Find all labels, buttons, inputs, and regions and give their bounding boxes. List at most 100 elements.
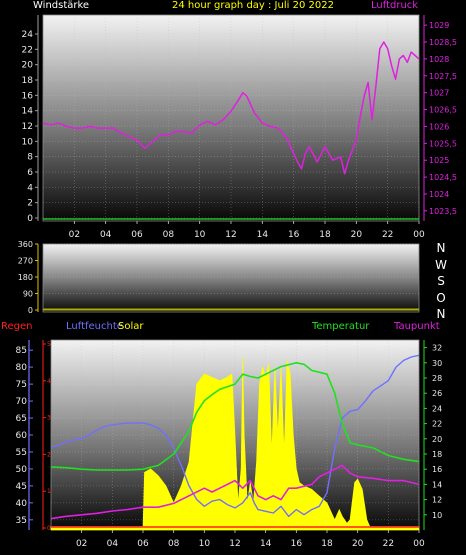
- luftdruck-tick-label: 1028: [429, 55, 449, 64]
- luftdruck-tick-label: 1029: [429, 21, 449, 30]
- luftfeuchte-tick-label: 65: [16, 414, 27, 424]
- luftdruck-label: Luftdruck: [371, 0, 419, 11]
- temperatur-tick-label: 12: [432, 496, 442, 505]
- windstaerke-tick-label: 2: [27, 199, 33, 209]
- windrichtung-tick-label: 270: [18, 257, 33, 266]
- panel3-xtick-label: 00: [413, 539, 425, 549]
- panel3-xtick-label: 22: [383, 539, 394, 549]
- panel1-xtick-label: 04: [100, 230, 112, 240]
- windrichtung-tick-label: 180: [18, 273, 33, 282]
- luftdruck-tick-label: 1026,5: [429, 106, 457, 115]
- luftdruck-tick-label: 1025: [429, 156, 449, 165]
- temperatur-line: [50, 362, 420, 471]
- windrichtung-tick-label: 360: [18, 240, 33, 249]
- luftfeuchte-tick-label: 85: [16, 346, 27, 356]
- windstaerke-tick-label: 22: [22, 45, 33, 55]
- panel3-xtick-label: 20: [352, 539, 364, 549]
- windrichtung-tick-label: 0: [28, 306, 33, 315]
- luftdruck-tick-label: 1027,5: [429, 72, 457, 81]
- temperatur-tick-label: 28: [432, 374, 442, 383]
- panel3-xtick-label: 14: [260, 539, 272, 549]
- windstaerke-tick-label: 20: [22, 61, 34, 71]
- luftdruck-tick-label: 1025,5: [429, 139, 457, 148]
- regen-tick-label: 4: [47, 378, 51, 385]
- panel1-xtick-label: 12: [225, 230, 236, 240]
- chart-title: 24 hour graph day : Juli 20 2022: [172, 0, 334, 11]
- temperatur-tick-label: 22: [432, 420, 442, 429]
- regen-tick-label: 1: [47, 488, 51, 495]
- panel3-xtick-label: 10: [199, 539, 211, 549]
- windstaerke-tick-label: 12: [22, 122, 33, 132]
- luftfeuchte-label: Luftfeuchte: [66, 321, 123, 332]
- windstaerke-tick-label: 24: [22, 30, 34, 40]
- panel1-xtick-label: 20: [351, 230, 363, 240]
- panel2-background: [43, 244, 419, 312]
- panel3-xtick-label: 06: [137, 539, 149, 549]
- windstaerke-tick-label: 8: [27, 153, 33, 163]
- regen-tick-label: 5: [47, 341, 51, 348]
- panel3-xtick-label: 04: [107, 539, 119, 549]
- panel3-xtick-label: 08: [168, 539, 180, 549]
- temperatur-tick-label: 26: [432, 389, 442, 398]
- luftdruck-tick-label: 1024,5: [429, 173, 457, 182]
- windstaerke-tick-label: 18: [22, 76, 34, 86]
- luftfeuchte-tick-label: 70: [16, 397, 28, 407]
- pressure-wind-panel: 0246810121416182022241023,510241024,5102…: [22, 14, 457, 240]
- luftfeuchte-tick-label: 60: [16, 431, 28, 441]
- panel1-xtick-label: 14: [257, 230, 269, 240]
- windstaerke-label: Windstärke: [33, 0, 90, 11]
- windstaerke-tick-label: 10: [22, 137, 34, 147]
- regen-tick-label: 3: [47, 415, 51, 422]
- luftfeuchte-tick-label: 45: [16, 482, 27, 492]
- temperatur-tick-label: 24: [432, 404, 442, 413]
- luftdruck-tick-label: 1026: [429, 122, 449, 131]
- luftdruck-line: [42, 41, 420, 175]
- panel1-xtick-label: 10: [194, 230, 206, 240]
- panel1-xtick-label: 00: [413, 230, 425, 240]
- luftfeuchte-tick-label: 35: [16, 516, 27, 526]
- regen-tick-label: 2: [47, 451, 51, 458]
- luftdruck-tick-label: 1024: [429, 190, 449, 199]
- regen-tick-label: 0: [47, 525, 51, 532]
- temperatur-tick-label: 10: [432, 511, 442, 520]
- panel2-frame: [42, 243, 420, 313]
- panel3-xtick-label: 18: [321, 539, 333, 549]
- temperatur-tick-label: 14: [432, 480, 442, 489]
- temperatur-tick-label: 18: [432, 450, 442, 459]
- temperatur-tick-label: 32: [432, 344, 442, 353]
- compass-letters: N W S O N: [434, 240, 448, 323]
- compass-w: W: [435, 257, 447, 272]
- luftdruck-tick-label: 1023,5: [429, 207, 457, 216]
- temperatur-label: Temperatur: [312, 321, 370, 332]
- panel1-xtick-label: 06: [131, 230, 143, 240]
- luftfeuchte-tick-label: 75: [16, 380, 27, 390]
- luftfeuchte-tick-label: 40: [16, 499, 28, 509]
- humidity-temperature-panel: 3540455055606570758085012345101214161820…: [16, 339, 442, 549]
- wind-direction-panel: 0 90 180 270 360: [18, 240, 420, 315]
- compass-s: S: [437, 274, 445, 288]
- luftfeuchte-line: [50, 354, 420, 518]
- luftdruck-tick-label: 1028,5: [429, 38, 457, 47]
- temperatur-tick-label: 16: [432, 465, 442, 474]
- panel1-xtick-label: 08: [163, 230, 175, 240]
- panel1-xtick-label: 18: [319, 230, 331, 240]
- compass-n-bottom: N: [436, 307, 446, 321]
- regen-label: Regen: [1, 321, 33, 332]
- luftfeuchte-tick-label: 55: [16, 448, 27, 458]
- solar-area: [50, 356, 420, 531]
- windstaerke-tick-label: 6: [27, 168, 33, 178]
- temperatur-tick-label: 30: [432, 359, 442, 368]
- panel3-xtick-label: 12: [229, 539, 240, 549]
- compass-o: O: [436, 290, 446, 305]
- windstaerke-tick-label: 0: [27, 214, 33, 224]
- luftdruck-tick-label: 1027: [429, 89, 449, 98]
- luftfeuchte-tick-label: 50: [16, 465, 28, 475]
- panel1-xtick-label: 16: [288, 230, 300, 240]
- solar-label: Solar: [118, 321, 144, 332]
- panel1-xtick-label: 22: [382, 230, 393, 240]
- taupunkt-line: [50, 464, 420, 520]
- windstaerke-tick-label: 4: [27, 183, 33, 193]
- windstaerke-tick-label: 14: [22, 107, 34, 117]
- windrichtung-tick-label: 90: [23, 290, 33, 299]
